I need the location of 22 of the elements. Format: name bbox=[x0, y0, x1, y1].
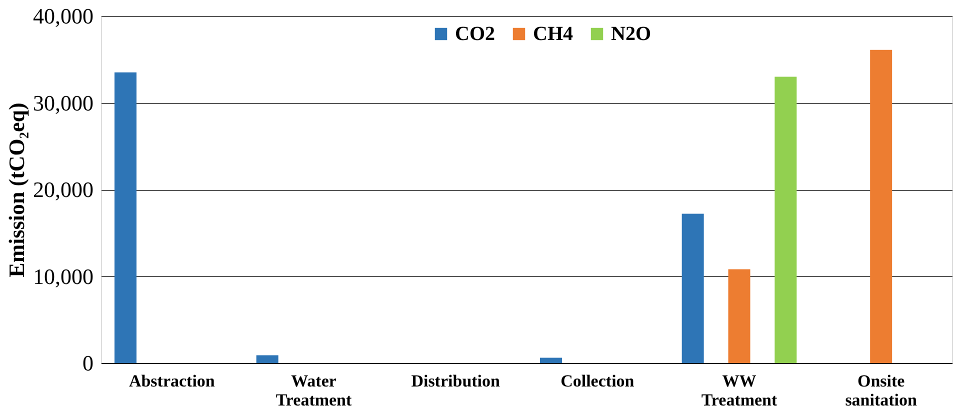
bar bbox=[682, 214, 704, 363]
y-tick-label: 30,000 bbox=[33, 90, 94, 116]
y-tick-label: 20,000 bbox=[33, 177, 94, 202]
legend-label: CO2 bbox=[455, 23, 495, 45]
y-axis-title: Emission (tCO₂eq) bbox=[4, 102, 29, 278]
y-tick-label: 0 bbox=[82, 350, 94, 376]
bar bbox=[540, 358, 562, 363]
x-tick-label: Collection bbox=[560, 372, 635, 390]
x-tick-label: Abstraction bbox=[128, 372, 216, 390]
bar bbox=[870, 50, 892, 363]
x-tick-label: Water Treatment bbox=[276, 372, 352, 410]
legend-label: N2O bbox=[611, 23, 651, 45]
bar bbox=[728, 269, 750, 363]
x-tick-label: Onsite sanitation bbox=[845, 372, 918, 410]
bar bbox=[256, 355, 278, 363]
bar bbox=[114, 72, 136, 363]
x-tick-label: WW Treatment bbox=[701, 372, 778, 410]
y-tick-label: 10,000 bbox=[33, 264, 94, 289]
y-tick-label: 40,000 bbox=[33, 4, 94, 28]
x-tick-label: Distribution bbox=[411, 372, 501, 390]
legend-label: CH4 bbox=[533, 23, 573, 45]
bar bbox=[774, 76, 797, 363]
